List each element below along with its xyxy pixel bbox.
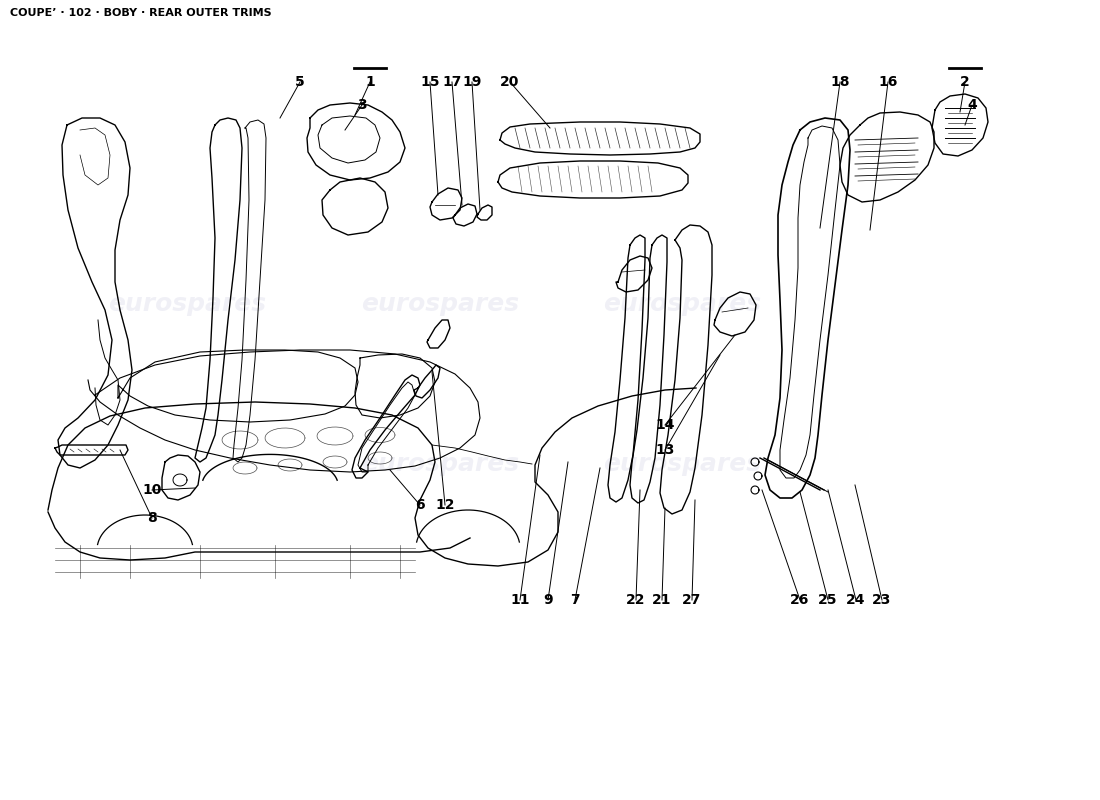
Text: 16: 16 — [878, 75, 898, 89]
Text: 9: 9 — [543, 593, 553, 607]
Text: 11: 11 — [510, 593, 530, 607]
Text: eurospares: eurospares — [603, 452, 761, 476]
Text: eurospares: eurospares — [603, 292, 761, 316]
Text: 1: 1 — [365, 75, 375, 89]
Text: eurospares: eurospares — [108, 292, 266, 316]
Text: 12: 12 — [436, 498, 454, 512]
Text: 26: 26 — [790, 593, 810, 607]
Text: 10: 10 — [142, 483, 162, 497]
Text: eurospares: eurospares — [361, 452, 519, 476]
Text: 18: 18 — [830, 75, 849, 89]
Text: 13: 13 — [656, 443, 674, 457]
Text: 3: 3 — [358, 98, 366, 112]
Text: 21: 21 — [652, 593, 672, 607]
Text: 7: 7 — [570, 593, 580, 607]
Text: 15: 15 — [420, 75, 440, 89]
Text: 6: 6 — [415, 498, 425, 512]
Text: 23: 23 — [872, 593, 892, 607]
Text: COUPE’ · 102 · BOBY · REAR OUTER TRIMS: COUPE’ · 102 · BOBY · REAR OUTER TRIMS — [10, 8, 272, 18]
Text: 2: 2 — [960, 75, 970, 89]
Text: 4: 4 — [967, 98, 977, 112]
Text: 8: 8 — [147, 511, 157, 525]
Text: 14: 14 — [656, 418, 674, 432]
Text: 17: 17 — [442, 75, 462, 89]
Text: 22: 22 — [626, 593, 646, 607]
Text: 5: 5 — [295, 75, 305, 89]
Text: 27: 27 — [682, 593, 702, 607]
Text: 25: 25 — [818, 593, 838, 607]
Text: 19: 19 — [462, 75, 482, 89]
Text: eurospares: eurospares — [361, 292, 519, 316]
Text: 20: 20 — [500, 75, 519, 89]
Text: 24: 24 — [846, 593, 866, 607]
